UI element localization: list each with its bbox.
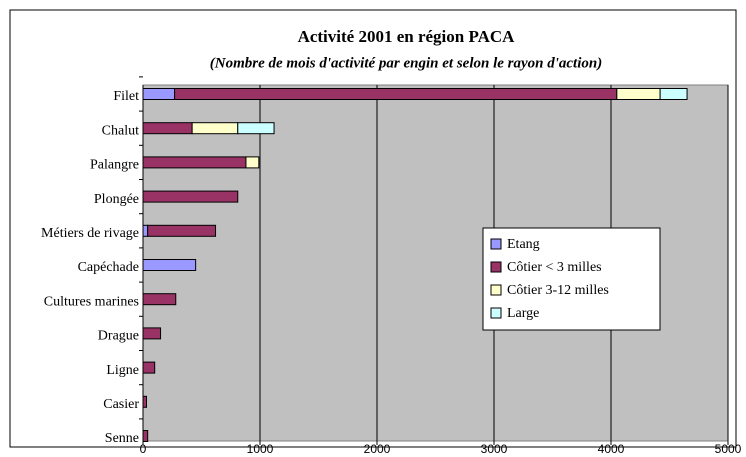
y-tick-label: Capéchade	[78, 260, 139, 275]
bar-segment	[616, 88, 661, 100]
legend-label: Etang	[507, 237, 540, 252]
bar-segment	[174, 88, 618, 100]
y-tick-label: Senne	[105, 431, 139, 446]
bar-segment	[142, 156, 247, 169]
bar-segment	[191, 122, 239, 135]
bar-segment	[142, 293, 177, 306]
y-tick-label: Plongée	[94, 192, 139, 207]
x-tick-label: 0	[140, 442, 147, 456]
chart-subtitle: (Nombre de mois d'activité par engin et …	[210, 55, 602, 71]
y-tick-label: Ligne	[106, 363, 139, 378]
legend-swatch	[490, 261, 502, 273]
bar-segment	[142, 224, 149, 237]
x-tick-label: 5000	[715, 442, 742, 456]
legend-swatch	[490, 238, 502, 250]
bar-segment	[147, 224, 217, 237]
legend-swatch	[490, 307, 502, 319]
y-tick-label: Casier	[103, 397, 139, 412]
y-tick-label: Palangre	[90, 158, 139, 173]
legend-label: Large	[507, 306, 539, 321]
y-tick-label: Métiers de rivage	[41, 226, 139, 241]
x-tick-label: 2000	[364, 442, 391, 456]
bar-segment	[142, 361, 156, 374]
x-tick-label: 4000	[598, 442, 625, 456]
chart-title: Activité 2001 en région PACA	[298, 27, 516, 46]
bar-segment	[659, 88, 688, 100]
x-tick-label: 1000	[247, 442, 274, 456]
bar-segment	[142, 88, 176, 100]
bar-segment	[142, 259, 197, 271]
y-tick-label: Drague	[98, 329, 139, 344]
legend-label: Côtier < 3 milles	[507, 260, 602, 275]
bar-segment	[245, 156, 260, 169]
y-tick-label: Cultures marines	[44, 294, 139, 309]
bar-segment	[142, 122, 193, 135]
legend-label: Côtier 3-12 milles	[507, 283, 609, 298]
bar-segment	[237, 122, 275, 135]
y-tick-label: Chalut	[102, 123, 139, 138]
bar-segment	[142, 190, 239, 203]
x-tick-label: 3000	[481, 442, 508, 456]
legend-box	[482, 227, 661, 331]
legend-swatch	[490, 284, 502, 296]
y-tick-label: Filet	[113, 89, 139, 104]
bar-segment	[142, 395, 148, 408]
bar-segment	[142, 327, 162, 340]
bar-segment	[142, 430, 149, 442]
